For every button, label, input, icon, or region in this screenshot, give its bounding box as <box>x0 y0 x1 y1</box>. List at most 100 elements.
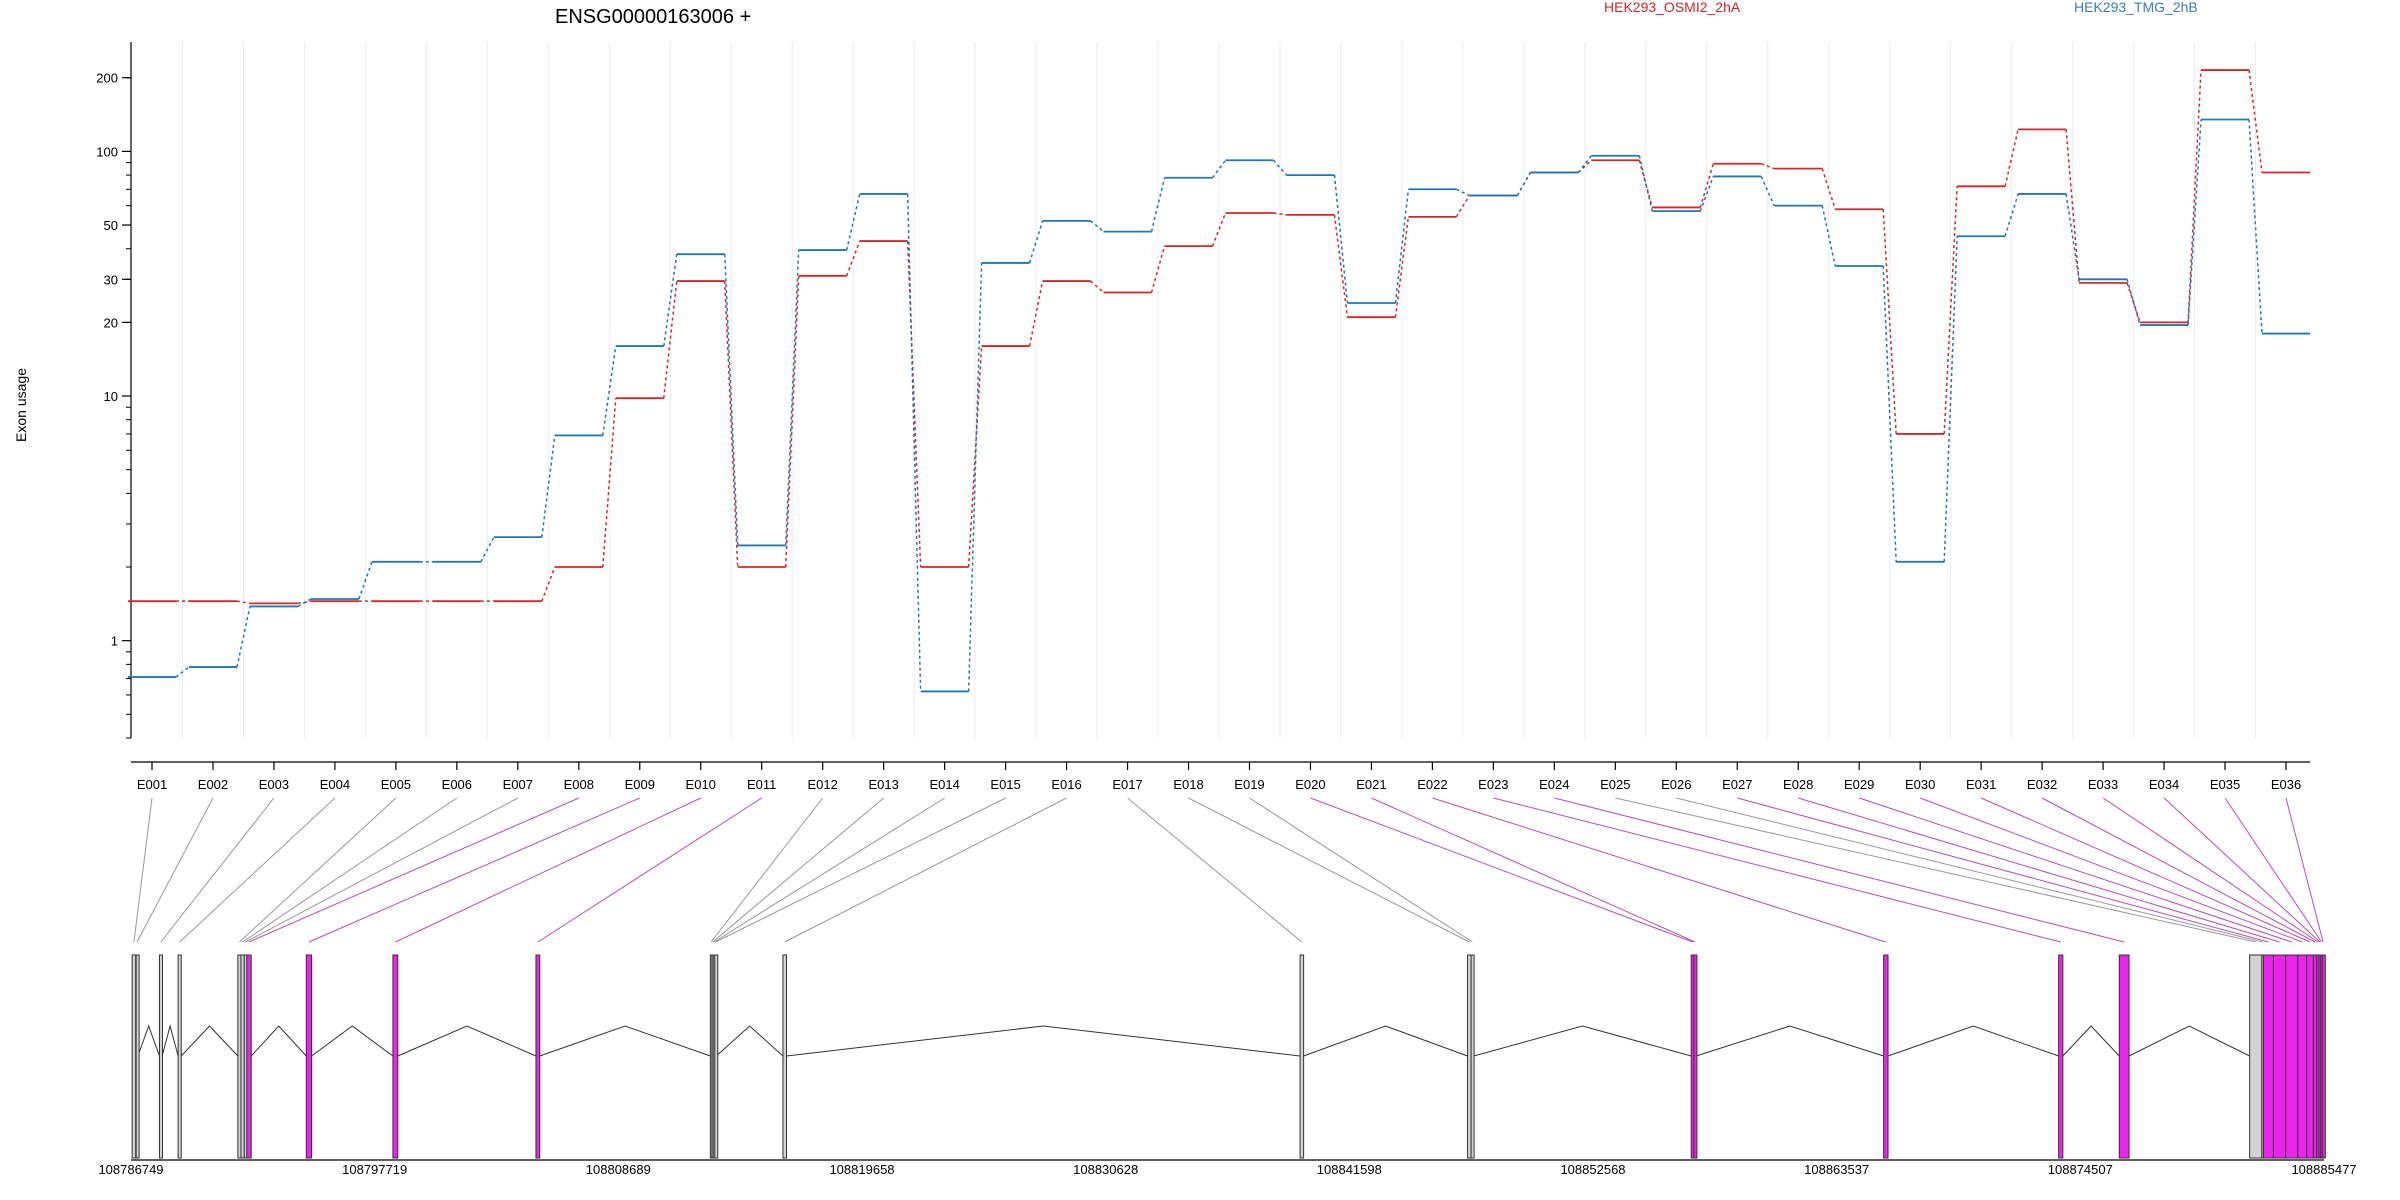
x-tick-label: E018 <box>1173 777 1203 792</box>
series-connector <box>1882 209 1897 434</box>
intron-line <box>180 1025 239 1057</box>
exon-connector <box>2102 797 2319 943</box>
exon-box <box>1470 954 1475 1159</box>
series-connector <box>784 250 800 546</box>
series-connector <box>2065 193 2080 280</box>
series-connector <box>1150 245 1166 293</box>
x-axis: E001 E002 E003 E004 E005 E006 E007 E008 E009 E010… <box>131 761 2310 792</box>
series-connector <box>663 281 678 399</box>
exon-connector <box>1737 797 2269 943</box>
x-tick-label: E014 <box>929 777 959 792</box>
intron-line <box>786 1025 1301 1057</box>
series-connector <box>906 241 922 568</box>
series-connector <box>1394 216 1410 318</box>
x-tick-label: E031 <box>1966 777 1996 792</box>
x-tick-label: E010 <box>686 777 716 792</box>
exon-box <box>714 954 719 1159</box>
series-connector <box>358 561 373 600</box>
exon-connector <box>712 797 884 943</box>
series-connector <box>2065 129 2080 283</box>
x-tick-label: E015 <box>990 777 1020 792</box>
exon-connector <box>1615 797 2256 943</box>
exon-connector <box>136 797 214 943</box>
intron-line <box>137 1024 160 1057</box>
series-connector <box>1394 189 1410 304</box>
series-connector <box>1333 214 1349 318</box>
series-connector <box>1699 176 1714 212</box>
x-tick-label: E020 <box>1295 777 1325 792</box>
x-tick-label: E017 <box>1112 777 1142 792</box>
genomic-tick-label: 108874507 <box>2048 1162 2113 1177</box>
y-tick-label: 100 <box>96 144 118 159</box>
series-connector <box>1028 220 1044 264</box>
x-tick-label: E033 <box>2088 777 2118 792</box>
exon-box <box>2249 954 2263 1159</box>
intron-line <box>715 1025 784 1057</box>
series-connector <box>2187 119 2202 326</box>
exon-box <box>2285 954 2299 1159</box>
exon-connector <box>239 797 397 943</box>
gene-model <box>131 954 2326 1159</box>
genomic-tick-label: 108863537 <box>1804 1162 1869 1177</box>
series-connector <box>2004 193 2019 237</box>
intron-line <box>1695 1025 1884 1057</box>
x-tick-label: E022 <box>1417 777 1447 792</box>
intron-line <box>539 1025 711 1057</box>
exon-box <box>2306 954 2314 1159</box>
intron-line <box>311 1025 394 1057</box>
exon-box <box>2321 954 2326 1159</box>
series-connector <box>906 193 922 692</box>
genomic-tick-label: 108797719 <box>342 1162 407 1177</box>
y-tick-label: 10 <box>104 389 118 404</box>
series-connector <box>1516 172 1531 196</box>
exon-connector <box>1859 797 2292 943</box>
exon-box <box>1467 954 1472 1159</box>
intron-line <box>250 1025 307 1057</box>
y-tick-label: 200 <box>96 71 118 86</box>
x-tick-label: E028 <box>1783 777 1813 792</box>
exon-connector <box>2224 797 2322 943</box>
exon-box <box>2058 954 2064 1159</box>
series-connector <box>723 254 739 546</box>
exon-box <box>2262 954 2274 1159</box>
exon-connector <box>1310 797 1693 943</box>
exon-box <box>1299 954 1305 1159</box>
exon-connector <box>133 797 153 943</box>
x-tick-label: E034 <box>2149 777 2179 792</box>
series-lines <box>128 69 2310 693</box>
x-tick-label: E002 <box>198 777 228 792</box>
x-tick-label: E009 <box>625 777 655 792</box>
exon-box <box>535 954 541 1159</box>
chart-title: ENSG00000163006 + <box>555 6 751 28</box>
series-connector <box>175 666 190 678</box>
x-tick-label: E006 <box>442 777 472 792</box>
genomic-tick-label: 108808689 <box>586 1162 651 1177</box>
series-connector <box>1211 159 1227 179</box>
exon-box <box>135 954 140 1159</box>
series-connector <box>1273 212 1287 216</box>
series-connector <box>1821 168 1836 210</box>
exon-connector <box>179 797 336 943</box>
x-tick-label: E035 <box>2210 777 2240 792</box>
series-connector <box>541 566 556 602</box>
exon-connector <box>1554 797 2125 943</box>
exon-connector <box>715 797 1006 943</box>
x-tick-label: E003 <box>259 777 289 792</box>
intron-line <box>161 1024 179 1057</box>
x-tick-label: E023 <box>1478 777 1508 792</box>
series-connector <box>1821 205 1836 267</box>
series-2 <box>128 118 2310 693</box>
x-tick-label: E004 <box>320 777 350 792</box>
exon-connector <box>710 797 824 943</box>
exon-box <box>2297 954 2308 1159</box>
series-connector <box>1090 280 1105 294</box>
series-connector <box>1455 195 1471 218</box>
exon-connector <box>2041 797 2316 943</box>
intron-line <box>1303 1025 1468 1057</box>
x-tick-label: E007 <box>503 777 533 792</box>
exon-connector <box>1919 797 2303 943</box>
exon-connector <box>1432 797 1886 943</box>
exon-box <box>177 954 182 1159</box>
exon-box <box>392 954 399 1159</box>
